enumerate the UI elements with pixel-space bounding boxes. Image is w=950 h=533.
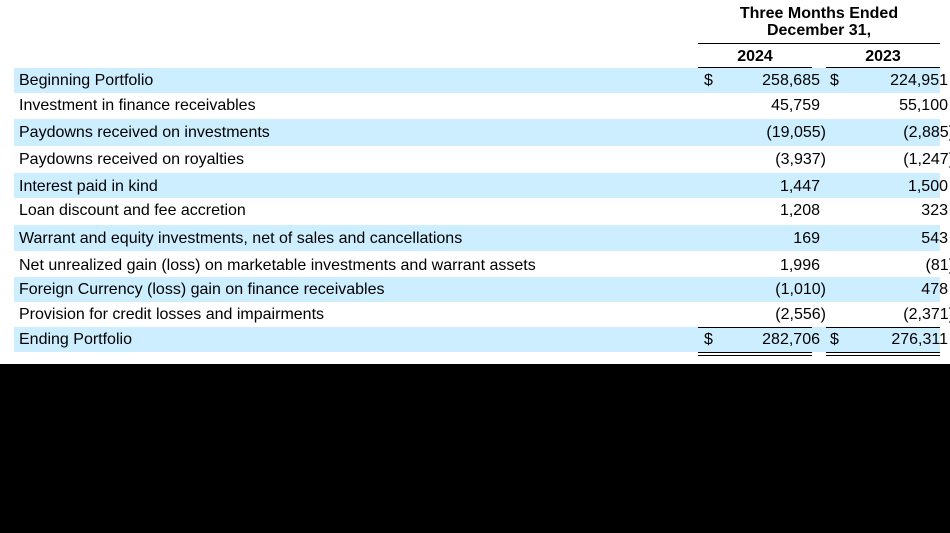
- value-2023: 478: [921, 281, 948, 298]
- value-2024: 1,447: [779, 178, 820, 195]
- value-2023: 543: [921, 230, 948, 247]
- value-2024: (1,010): [775, 281, 826, 298]
- currency-symbol: $: [830, 72, 839, 89]
- currency-symbol: $: [830, 331, 839, 348]
- value-2023: (2,371): [903, 306, 950, 323]
- currency-symbol: $: [704, 72, 713, 89]
- table-row: Net unrealized gain (loss) on marketable…: [14, 252, 950, 277]
- row-label: Foreign Currency (loss) gain on finance …: [19, 281, 385, 298]
- year-rule: [698, 67, 812, 68]
- double-underline: [826, 355, 940, 356]
- year-header-2023: 2023: [865, 48, 901, 65]
- row-label: Loan discount and fee accretion: [19, 202, 246, 219]
- row-label: Warrant and equity investments, net of s…: [19, 230, 463, 247]
- row-label: Investment in finance receivables: [19, 97, 256, 114]
- value-2023: 55,100: [899, 97, 948, 114]
- value-2024: 258,685: [762, 72, 820, 89]
- table-row: Warrant and equity investments, net of s…: [14, 225, 948, 251]
- table-row: Paydowns received on royalties (3,937) (…: [14, 146, 950, 172]
- header-title-line2: December 31,: [766, 22, 872, 39]
- row-label: Interest paid in kind: [19, 178, 158, 195]
- value-2024: (3,937): [775, 151, 826, 168]
- row-label: Paydowns received on royalties: [19, 151, 245, 168]
- table-row: Beginning Portfolio $ 258,685 $ 224,951: [14, 68, 948, 93]
- row-label: Provision for credit losses and impairme…: [19, 306, 325, 323]
- double-underline: [826, 352, 940, 353]
- header-rule: [698, 43, 940, 44]
- value-2024: 1,208: [779, 202, 820, 219]
- row-label: Net unrealized gain (loss) on marketable…: [19, 257, 536, 274]
- portfolio-table: Three Months Ended December 31, 2024 202…: [0, 0, 950, 364]
- table-row-total: Ending Portfolio $ 282,706 $ 276,311: [14, 327, 948, 352]
- double-underline: [698, 352, 812, 353]
- total-top-rule: [698, 327, 812, 328]
- row-label: Paydowns received on investments: [19, 124, 270, 141]
- total-top-rule: [826, 327, 940, 328]
- table-row: Loan discount and fee accretion 1,208 32…: [14, 198, 948, 224]
- row-label: Beginning Portfolio: [19, 72, 154, 89]
- value-2024: 45,759: [771, 97, 820, 114]
- value-2024: (19,055): [766, 124, 826, 141]
- value-2023: 276,311: [891, 331, 948, 348]
- year-rule: [826, 67, 940, 68]
- value-2023: 1,500: [907, 178, 948, 195]
- value-2024: (2,556): [775, 306, 826, 323]
- value-2024: 282,706: [762, 331, 820, 348]
- table-row: Investment in finance receivables 45,759…: [14, 93, 948, 118]
- table-row: Interest paid in kind 1,447 1,500: [14, 173, 948, 198]
- currency-symbol: $: [704, 331, 713, 348]
- table-row: Foreign Currency (loss) gain on finance …: [14, 277, 948, 302]
- value-2023: (2,885): [903, 124, 950, 141]
- row-label: Ending Portfolio: [19, 331, 132, 348]
- value-2024: 169: [793, 230, 820, 247]
- value-2023: (1,247): [903, 151, 950, 168]
- value-2023: 323: [921, 202, 948, 219]
- value-2024: 1,996: [779, 257, 820, 274]
- double-underline: [698, 355, 812, 356]
- value-2023: (81): [925, 257, 950, 274]
- year-header-2024: 2024: [737, 48, 773, 65]
- table-row: Provision for credit losses and impairme…: [14, 302, 950, 327]
- header-title-line1: Three Months Ended: [739, 5, 899, 22]
- value-2023: 224,951: [890, 72, 948, 89]
- table-row: Paydowns received on investments (19,055…: [14, 119, 950, 146]
